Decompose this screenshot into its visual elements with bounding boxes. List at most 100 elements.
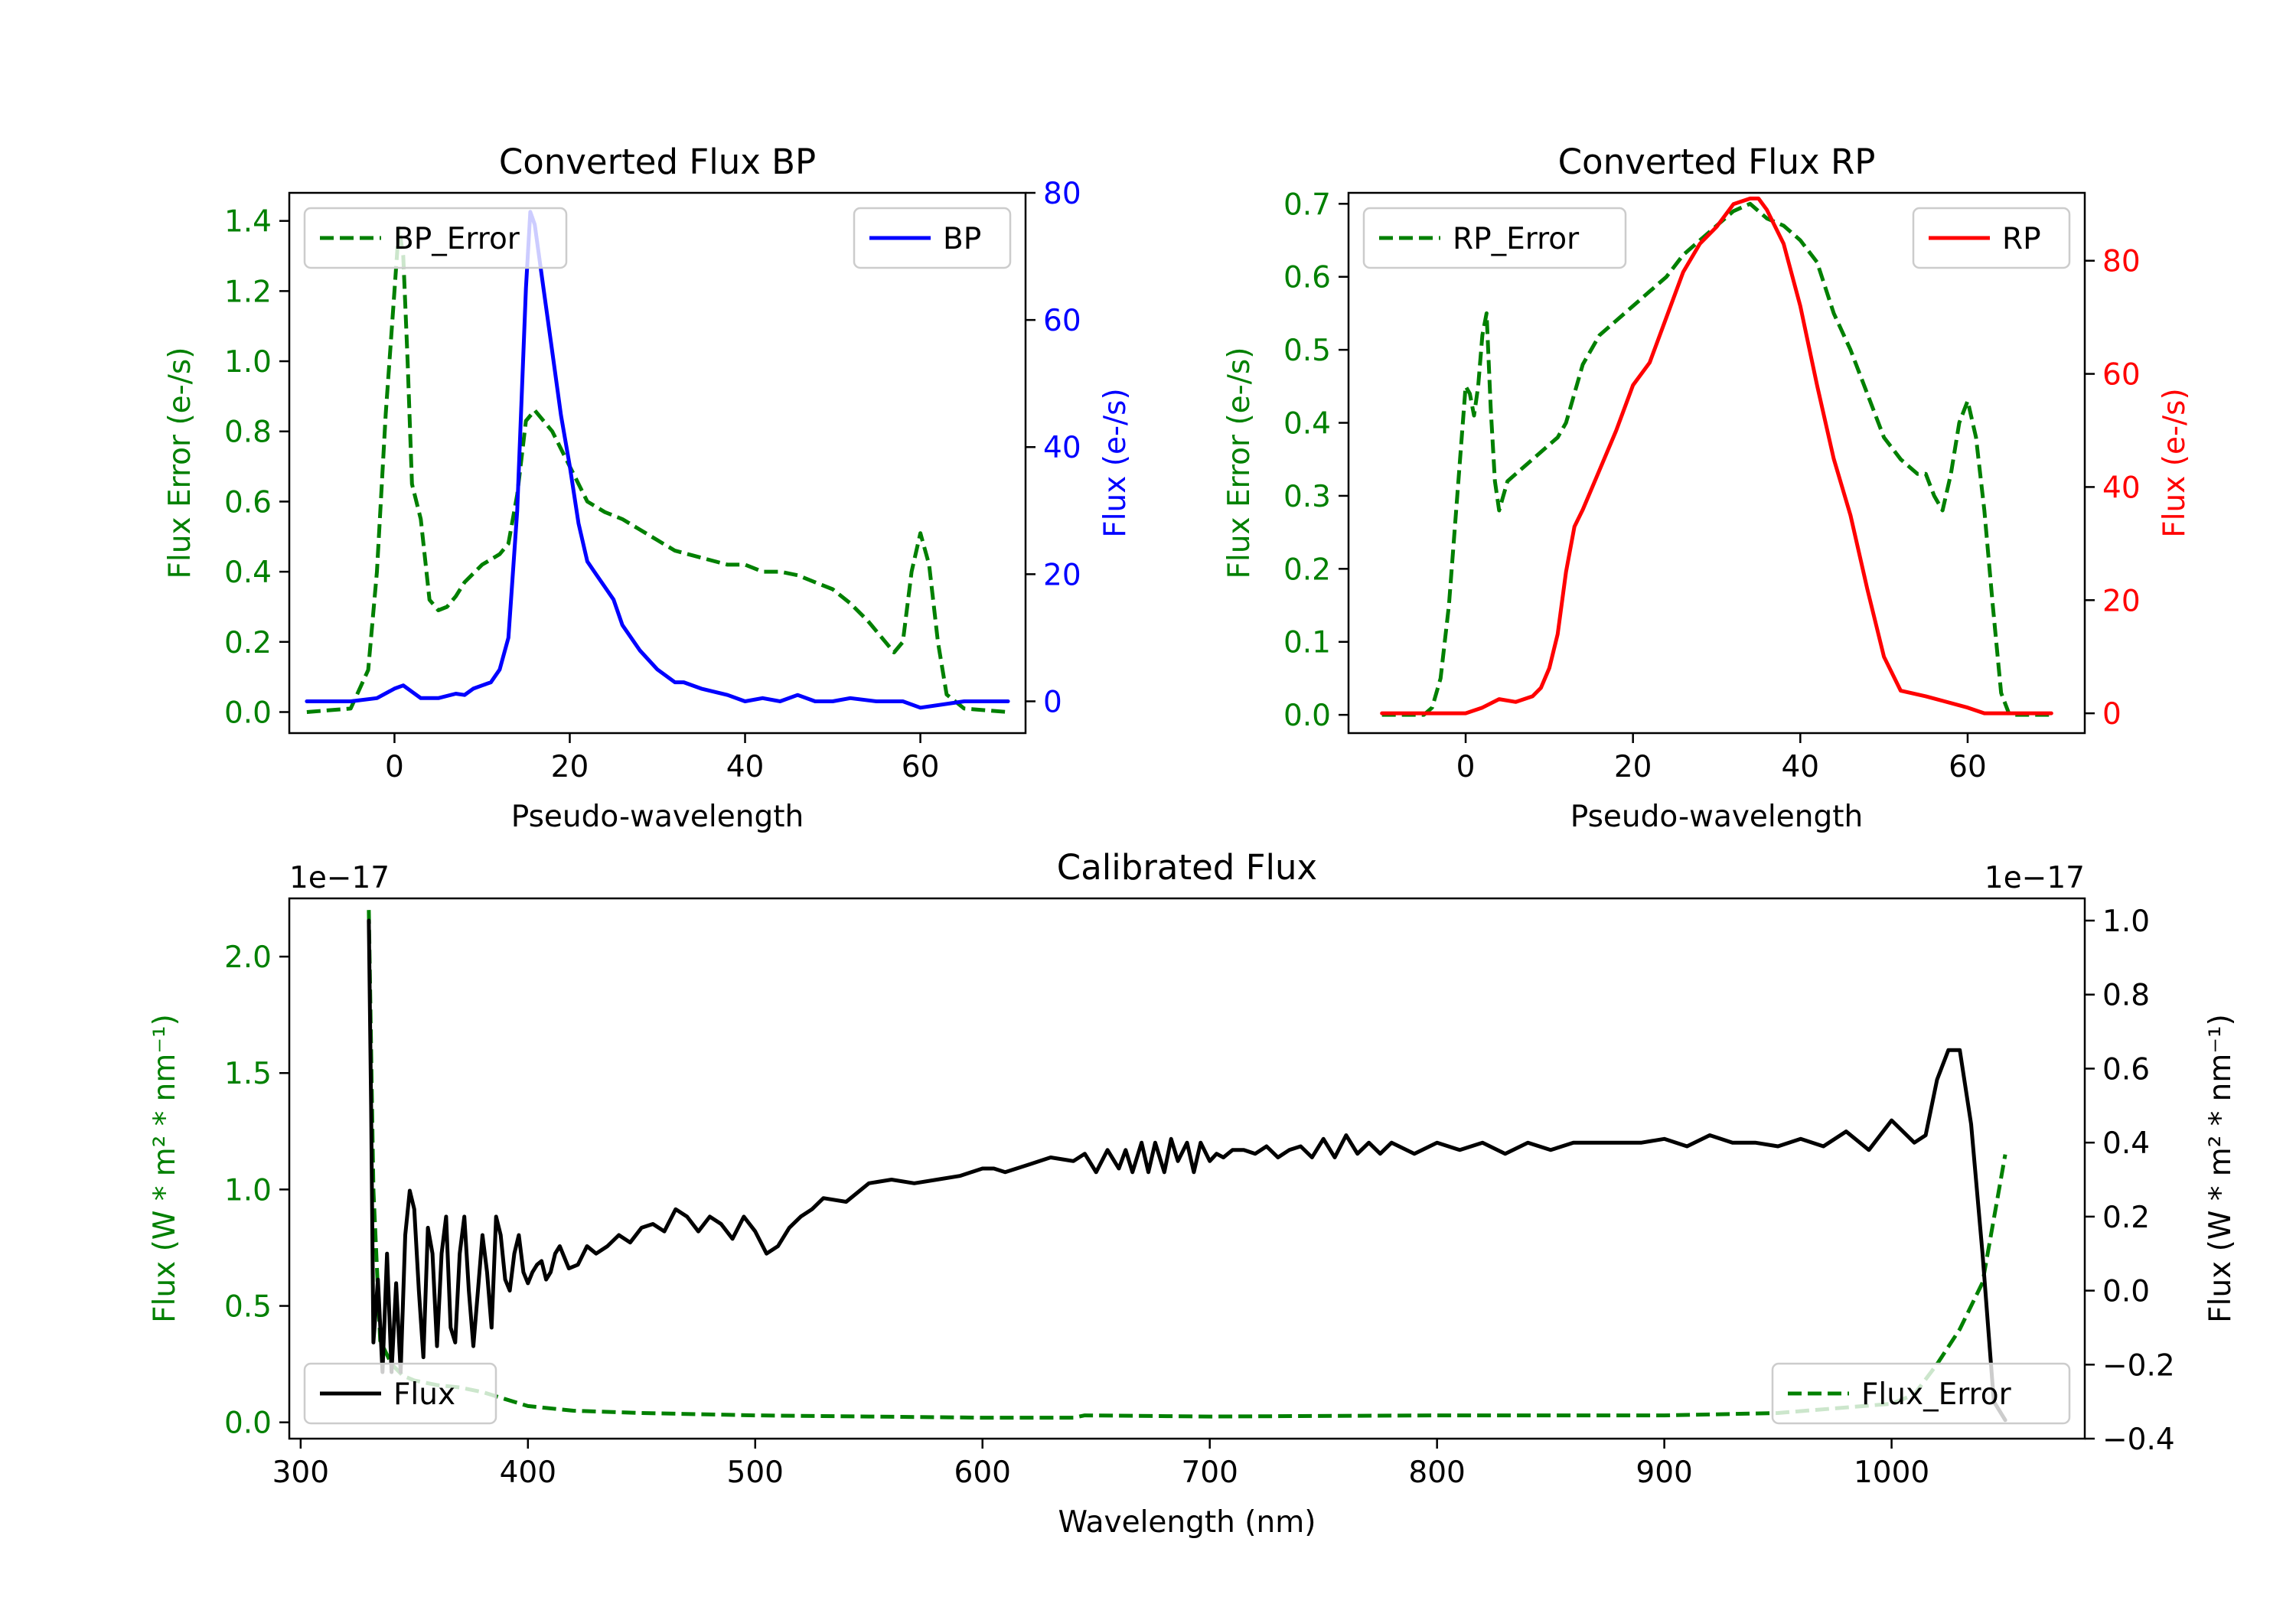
series-line-flux: [367, 918, 2007, 1423]
y-right-tick-label: 60: [2102, 358, 2141, 393]
y-right-tick-label: 0.6: [2102, 1052, 2150, 1087]
y-left-tick-label: 0.8: [224, 416, 272, 450]
legend-flux: Flux: [303, 1362, 497, 1425]
legend-box: [1362, 207, 1627, 269]
x-tick-label: 0: [385, 750, 404, 784]
x-tick-label: 20: [551, 750, 589, 784]
legend-box: [1771, 1362, 2071, 1425]
y-left-tick-label: 0.0: [224, 696, 272, 730]
legend-bp-error: BP_Error: [303, 207, 568, 269]
series-line-bp: [305, 210, 1010, 710]
x-tick-label: 600: [954, 1455, 1011, 1490]
x-axis-label: Pseudo-wavelength: [1570, 800, 1863, 834]
y-right-tick-label: −0.2: [2102, 1348, 2175, 1383]
series-line-rp-error: [1381, 201, 2052, 717]
y-left-tick-label: 0.6: [1283, 261, 1331, 295]
y-right-tick-label: 0.2: [2102, 1201, 2150, 1235]
y-left-tick-label: 0.5: [1283, 334, 1331, 368]
y-left-tick-label: 0.0: [1283, 699, 1331, 733]
y-right-axis-label: Flux (W * m² * nm⁻¹): [2203, 1014, 2238, 1323]
axes-frame: [288, 191, 1027, 735]
y-left-tick-label: 1.4: [224, 205, 272, 240]
y-left-tick-label: 1.0: [224, 1173, 272, 1208]
x-tick-label: 40: [1781, 750, 1819, 784]
y-left-tick-label: 0.1: [1283, 626, 1331, 660]
y-right-tick-label: 60: [1043, 304, 1081, 338]
x-tick-label: 700: [1181, 1455, 1238, 1490]
y-right-tick-label: 0: [2102, 697, 2122, 732]
y-left-tick-label: 0.4: [1283, 407, 1331, 442]
y-left-tick-label: 0.0: [224, 1407, 272, 1441]
y-left-tick-label: 0.2: [224, 626, 272, 660]
y-left-tick-label: 0.5: [224, 1290, 272, 1325]
legend-label: BP: [943, 222, 981, 256]
x-tick-label: 0: [1456, 750, 1476, 784]
axes-frame: [1347, 191, 2086, 735]
y-right-tick-label: 1.0: [2102, 905, 2150, 939]
chart-panel-2: 0 20 40 60 0.0 0.1 0.2 0.3 0.4 0.5 0.6 0.7 0 20 40 60 80…: [1222, 142, 2192, 834]
y-left-axis-label: Flux (W * m² * nm⁻¹): [148, 1014, 182, 1323]
y-left-tick-label: 2.0: [224, 940, 272, 975]
legend-label: RP_Error: [1453, 222, 1580, 256]
y-right-tick-label: −0.4: [2102, 1423, 2175, 1457]
x-tick-label: 20: [1614, 750, 1652, 784]
x-tick-label: 60: [1949, 750, 1987, 784]
chart-panel-1: 0 20 40 60 0.0 0.2 0.4 0.6 0.8 1.0 1.2 1.4 0 20 40 60 80…: [163, 142, 1133, 834]
x-tick-label: 40: [726, 750, 765, 784]
y-left-tick-label: 1.5: [224, 1057, 272, 1091]
y-right-tick-label: 0.8: [2102, 979, 2150, 1013]
y-right-tick-label: 80: [1043, 177, 1081, 211]
legend-label: Flux: [393, 1377, 455, 1412]
x-axis-label: Wavelength (nm): [1058, 1505, 1316, 1540]
y-left-tick-label: 1.2: [224, 275, 272, 309]
y-right-offset-label: 1e−17: [1985, 861, 2085, 895]
legend-label: RP: [2002, 222, 2041, 256]
y-left-tick-label: 0.2: [1283, 553, 1331, 587]
legend-box: [1912, 207, 2071, 269]
y-right-tick-label: 40: [2102, 471, 2141, 505]
y-right-tick-label: 0.0: [2102, 1275, 2150, 1309]
y-left-tick-label: 0.6: [224, 485, 272, 520]
legend-box: [853, 207, 1012, 269]
axes-frame: [288, 897, 2086, 1440]
x-axis-label: Pseudo-wavelength: [511, 800, 804, 834]
x-tick-label: 400: [500, 1455, 556, 1490]
y-right-axis-label: Flux (e-/s): [2157, 388, 2192, 537]
x-tick-label: 1000: [1854, 1455, 1929, 1490]
y-left-tick-label: 0.3: [1283, 480, 1331, 514]
y-left-offset-label: 1e−17: [289, 861, 390, 895]
y-right-tick-label: 80: [2102, 245, 2141, 279]
legend-bp: BP: [853, 207, 1012, 269]
x-tick-label: 800: [1408, 1455, 1465, 1490]
series-line-rp: [1380, 196, 2053, 715]
series-line-flux-error: [367, 910, 2007, 1420]
y-right-tick-label: 20: [1043, 558, 1081, 592]
x-tick-label: 900: [1636, 1455, 1692, 1490]
y-left-tick-label: 1.0: [224, 345, 272, 380]
chart-title: Converted Flux BP: [499, 142, 816, 182]
legend-rp-error: RP_Error: [1362, 207, 1627, 269]
legend-label: Flux_Error: [1861, 1377, 2012, 1412]
y-right-tick-label: 40: [1043, 431, 1081, 465]
y-right-tick-label: 20: [2102, 584, 2141, 618]
legend-box: [303, 207, 568, 269]
legend-box: [303, 1362, 497, 1425]
y-left-tick-label: 0.4: [224, 556, 272, 590]
y-left-axis-label: Flux Error (e-/s): [1222, 347, 1257, 579]
y-right-tick-label: 0: [1043, 685, 1062, 719]
y-left-axis-label: Flux Error (e-/s): [163, 347, 197, 579]
chart-title: Converted Flux RP: [1558, 142, 1876, 182]
legend-rp: RP: [1912, 207, 2071, 269]
legend-flux-error: Flux_Error: [1771, 1362, 2071, 1425]
x-tick-label: 300: [272, 1455, 329, 1490]
chart-panel-3: 300 400 500 600 700 800 900 1000 0.0 0.5 1.0 1.5 2.0…: [148, 847, 2238, 1540]
y-right-tick-label: 0.4: [2102, 1126, 2150, 1161]
legend-label: BP_Error: [393, 222, 520, 256]
y-left-tick-label: 0.7: [1283, 187, 1331, 222]
y-right-axis-label: Flux (e-/s): [1098, 388, 1133, 537]
chart-title: Calibrated Flux: [1057, 847, 1317, 888]
x-tick-label: 500: [727, 1455, 784, 1490]
x-tick-label: 60: [902, 750, 940, 784]
series-line-bp-error: [306, 226, 1009, 714]
